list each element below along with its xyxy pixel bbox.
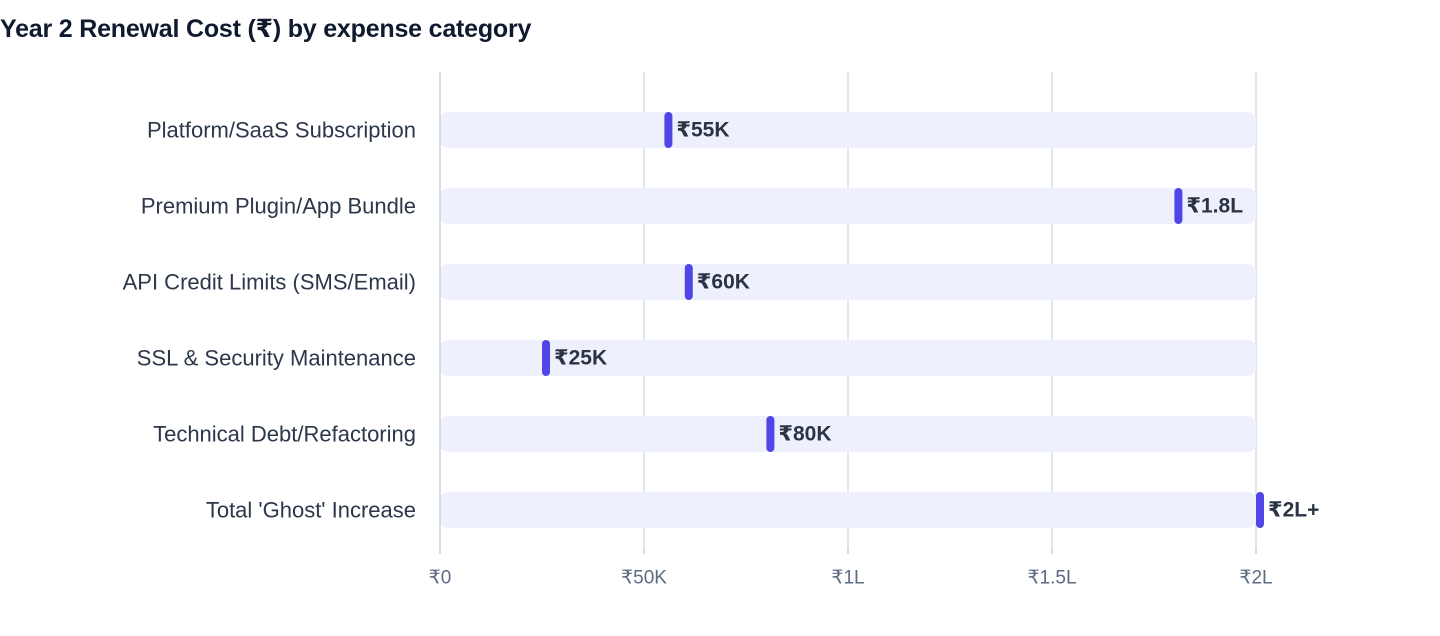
value-marker (1174, 188, 1183, 224)
value-label: ₹60K (697, 271, 750, 294)
bar-track (440, 492, 1256, 528)
value-label: ₹55K (676, 119, 729, 142)
value-marker (684, 264, 693, 300)
category-label: Total 'Ghost' Increase (206, 498, 416, 523)
bar-track (440, 264, 1256, 300)
value-marker (1256, 492, 1264, 528)
bar-track (440, 340, 1256, 376)
value-marker (542, 340, 550, 376)
value-label: ₹1.8L (1186, 195, 1243, 218)
x-tick-label: ₹0 (429, 568, 452, 589)
value-marker (664, 112, 673, 148)
category-label: API Credit Limits (SMS/Email) (123, 270, 416, 295)
value-label: ₹2L+ (1268, 499, 1319, 522)
value-label: ₹80K (778, 423, 831, 446)
category-label: SSL & Security Maintenance (137, 346, 416, 371)
x-tick-label: ₹50K (621, 568, 667, 589)
x-tick-label: ₹1L (831, 568, 864, 589)
bar-track (440, 416, 1256, 452)
value-marker (766, 416, 775, 452)
category-label: Premium Plugin/App Bundle (141, 194, 416, 219)
value-label: ₹25K (554, 347, 607, 370)
x-tick-label: ₹2L (1239, 568, 1272, 589)
chart-title: Year 2 Renewal Cost (₹) by expense categ… (0, 15, 532, 43)
category-label: Platform/SaaS Subscription (147, 118, 416, 143)
category-label: Technical Debt/Refactoring (153, 422, 416, 447)
x-tick-label: ₹1.5L (1027, 568, 1076, 589)
bar-track (440, 188, 1256, 224)
bar-track (440, 112, 1256, 148)
